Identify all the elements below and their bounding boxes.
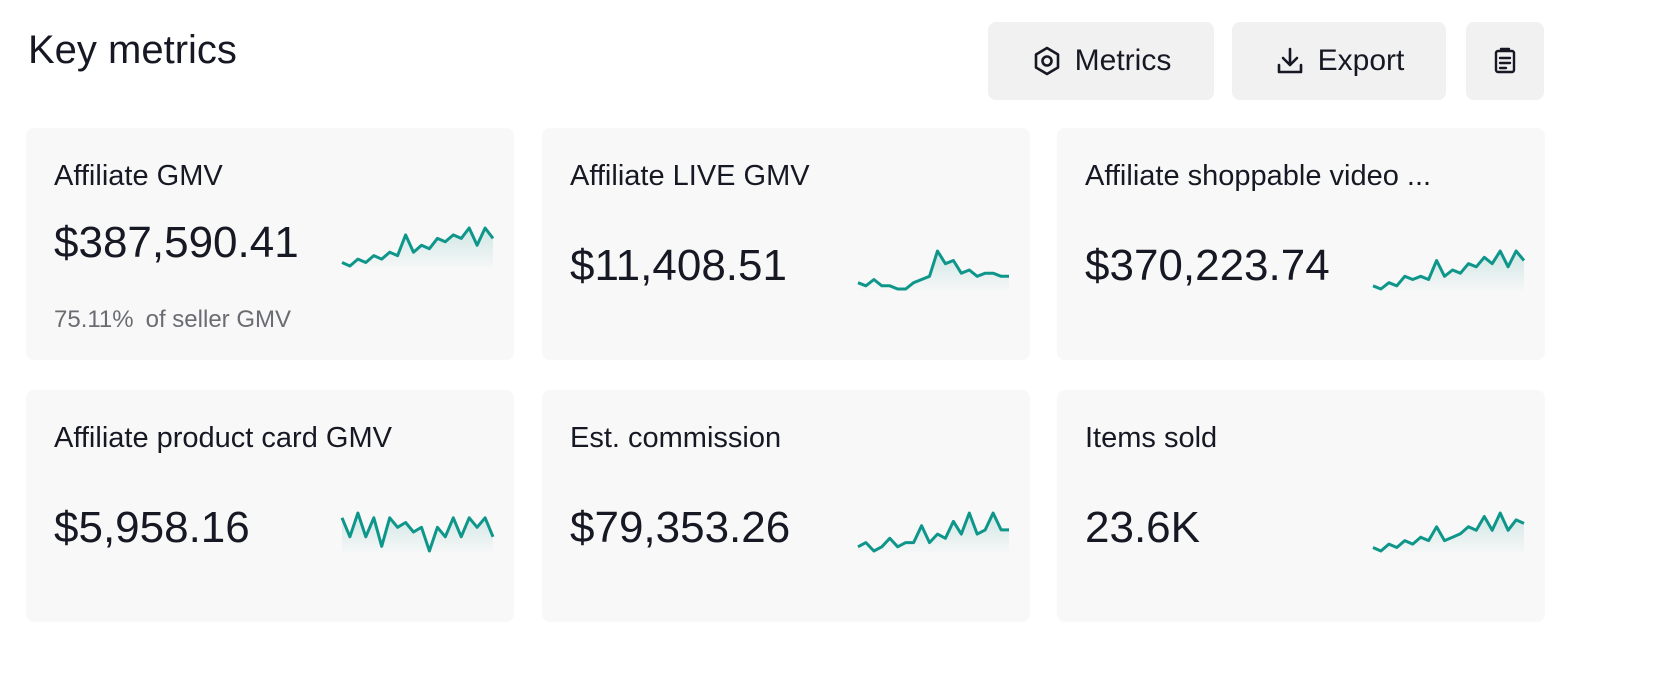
metric-label: Affiliate shoppable video ...	[1085, 160, 1432, 192]
metric-card: Items sold 23.6K	[1057, 390, 1545, 622]
sparkline-area	[1373, 251, 1524, 293]
report-icon	[1494, 47, 1516, 74]
metric-label: Items sold	[1085, 422, 1218, 454]
metric-note: 75.11% of seller GMV	[54, 306, 291, 334]
sparkline	[1372, 249, 1526, 293]
button-label: Export	[1317, 44, 1405, 77]
metric-label: Est. commission	[570, 422, 782, 454]
metric-value: $79,353.26	[570, 503, 791, 552]
metric-card: Affiliate GMV $387,590.41 75.11% of seller …	[26, 128, 514, 360]
sparkline-line	[1372, 511, 1525, 553]
export-button[interactable]: Export	[1232, 22, 1446, 100]
metric-value: 23.6K	[1085, 503, 1200, 552]
sparkline-line	[341, 226, 495, 268]
sparkline-line	[1372, 249, 1526, 291]
metric-card: Est. commission $79,353.26	[542, 390, 1030, 622]
sparkline-line	[340, 511, 495, 553]
section-title: Key metrics	[28, 28, 237, 72]
sparkline	[857, 249, 1009, 293]
report-button[interactable]	[1466, 22, 1544, 100]
sparkline	[1372, 511, 1525, 555]
sparkline	[340, 511, 495, 555]
metric-value: $11,408.51	[570, 241, 787, 290]
sparkline-area	[1373, 513, 1524, 555]
metric-label: Affiliate product card GMV	[54, 422, 392, 454]
note-text: of seller GMV	[145, 306, 291, 333]
metrics-button[interactable]: Metrics	[988, 22, 1214, 100]
sparkline	[857, 511, 1009, 555]
metric-value: $387,590.41	[54, 218, 299, 267]
button-label: Metrics	[1074, 44, 1172, 77]
metric-card: Affiliate product card GMV $5,958.16	[26, 390, 514, 622]
sparkline	[341, 226, 495, 270]
metrics-icon	[1034, 46, 1059, 76]
sparkline-line	[857, 511, 1009, 553]
sparkline-area	[858, 251, 1009, 293]
metric-value: $5,958.16	[54, 503, 250, 552]
export-icon	[1277, 47, 1302, 74]
note-value: 75.11%	[54, 306, 134, 333]
sparkline-area	[858, 513, 1009, 555]
metric-card: Affiliate LIVE GMV $11,408.51	[542, 128, 1030, 360]
metric-value: $370,223.74	[1085, 241, 1330, 290]
metric-label: Affiliate GMV	[54, 160, 223, 192]
metric-label: Affiliate LIVE GMV	[570, 160, 810, 192]
sparkline-line	[857, 249, 1009, 291]
metric-card: Affiliate shoppable video ... $370,223.74	[1057, 128, 1545, 360]
